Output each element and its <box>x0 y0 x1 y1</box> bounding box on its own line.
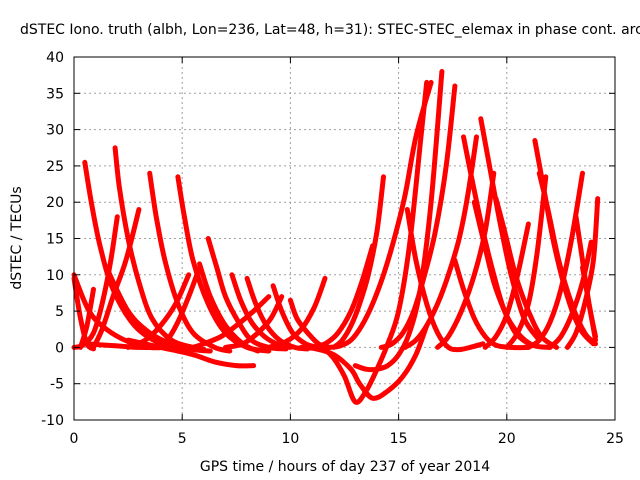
series-arc-19 <box>244 275 311 352</box>
y-tick-label: 20 <box>46 195 64 211</box>
series-arc-13 <box>125 272 192 350</box>
series-arc-40 <box>504 174 549 350</box>
series-arc-34 <box>452 257 531 351</box>
series-arc-47 <box>580 265 598 343</box>
series-arc-42 <box>536 170 598 347</box>
y-tick-label: 30 <box>46 123 64 139</box>
series-layer <box>71 69 601 405</box>
series-arc-27 <box>331 174 386 350</box>
series-arc-22 <box>266 275 328 350</box>
x-tick-label: 20 <box>498 431 516 447</box>
axis-ticks <box>73 56 616 421</box>
series-arc-28 <box>309 243 376 350</box>
series-arc-26 <box>326 79 434 350</box>
x-tick-label: 0 <box>70 431 79 447</box>
series-arc-25 <box>320 79 430 405</box>
series-arc-32 <box>402 134 479 350</box>
series-arc-43 <box>525 170 585 350</box>
x-tick-label: 10 <box>281 431 299 447</box>
series-arc-33 <box>435 170 497 350</box>
x-tick-label: 15 <box>390 431 408 447</box>
series-arc-15 <box>197 261 261 354</box>
series-arc-17 <box>190 294 272 350</box>
chart-title: dSTEC Iono. truth (albh, Lon=236, Lat=48… <box>20 22 640 38</box>
series-arc-39 <box>482 221 531 350</box>
x-tick-labels: 0 5 10 15 20 25 <box>70 431 624 447</box>
series-arc-29 <box>352 69 445 373</box>
series-arc-46 <box>564 196 601 350</box>
x-axis-label: GPS time / hours of day 237 of year 2014 <box>200 459 490 475</box>
series-arc-8 <box>104 265 213 354</box>
y-tick-label: 35 <box>46 86 64 102</box>
y-tick-label: 0 <box>55 340 64 356</box>
series-arc-14 <box>153 265 202 350</box>
y-axis-label: dSTEC / TECUs <box>9 186 25 289</box>
y-tick-label: 10 <box>46 268 64 284</box>
series-arc-4 <box>78 286 96 350</box>
y-tick-label: -10 <box>41 413 64 429</box>
x-tick-label: 25 <box>606 431 624 447</box>
series-arc-20 <box>223 294 285 350</box>
y-tick-labels: -10 -5 0 5 10 15 20 25 30 35 40 <box>41 50 64 429</box>
y-tick-label: 40 <box>46 50 64 66</box>
y-tick-label: 25 <box>46 159 64 175</box>
y-tick-label: 15 <box>46 232 64 248</box>
y-tick-label: -5 <box>50 377 64 393</box>
y-tick-label: 5 <box>55 304 64 320</box>
x-tick-label: 5 <box>178 431 187 447</box>
